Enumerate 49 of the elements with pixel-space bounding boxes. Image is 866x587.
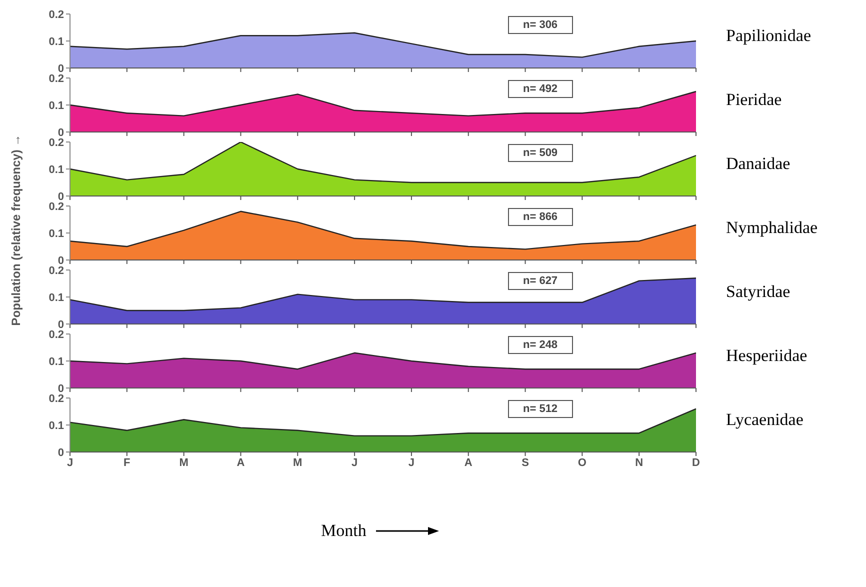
series-label: Danaidae [726, 154, 790, 174]
x-tick-label: S [522, 456, 529, 469]
y-tick-label: 0 [58, 126, 64, 139]
x-tick-label: N [635, 456, 644, 469]
series-label: Papilionidae [726, 26, 811, 46]
y-tick-label: 0 [58, 62, 64, 75]
y-tick-label: 0.2 [48, 392, 64, 405]
x-tick-label: J [408, 456, 415, 469]
x-tick-label: J [351, 456, 358, 469]
x-tick-label: A [236, 456, 245, 469]
y-tick-label: 0.2 [48, 8, 64, 21]
y-tick-label: 0.2 [48, 136, 64, 149]
x-tick-label: D [692, 456, 700, 469]
y-tick-label: 0.1 [48, 164, 64, 176]
y-tick-label: 0.2 [48, 328, 64, 341]
annotation: n= 627 [508, 272, 573, 290]
y-tick-label: 0.1 [48, 228, 64, 240]
y-tick-label: 0.2 [48, 264, 64, 277]
y-tick-label: 0.1 [48, 420, 64, 432]
y-tick-label: 0.1 [48, 356, 64, 368]
series-label: Nymphalidae [726, 218, 818, 238]
y-axis-title: Population (relative frequency) → [9, 134, 23, 326]
annotation: n= 306 [508, 16, 573, 34]
y-tick-label: 0.1 [48, 100, 64, 112]
y-tick-label: 0 [58, 382, 64, 395]
y-tick-label: 0 [58, 318, 64, 331]
annotation: n= 492 [508, 80, 573, 98]
series-label: Lycaenidae [726, 410, 804, 430]
annotation: n= 248 [508, 336, 573, 354]
x-axis-title: Month [321, 521, 366, 541]
annotation: n= 512 [508, 400, 573, 418]
x-tick-label: A [464, 456, 472, 469]
x-tick-label: M [179, 456, 188, 469]
x-tick-label: O [578, 456, 587, 469]
series-label: Satyridae [726, 282, 790, 302]
y-tick-label: 0.2 [48, 72, 64, 85]
x-tick-label: M [293, 456, 302, 469]
y-tick-label: 0.1 [48, 292, 64, 304]
y-tick-label: 0 [58, 446, 64, 459]
y-tick-label: 0.2 [48, 200, 64, 213]
annotation: n= 509 [508, 144, 573, 162]
x-tick-label: J [66, 456, 74, 469]
x-tick-label: F [124, 456, 131, 469]
annotation: n= 866 [508, 208, 573, 226]
series-label: Hesperiidae [726, 346, 808, 366]
series-label: Pieridae [726, 90, 782, 110]
y-tick-label: 0 [58, 190, 64, 203]
y-tick-label: 0.1 [48, 36, 64, 48]
y-tick-label: 0 [58, 254, 64, 267]
